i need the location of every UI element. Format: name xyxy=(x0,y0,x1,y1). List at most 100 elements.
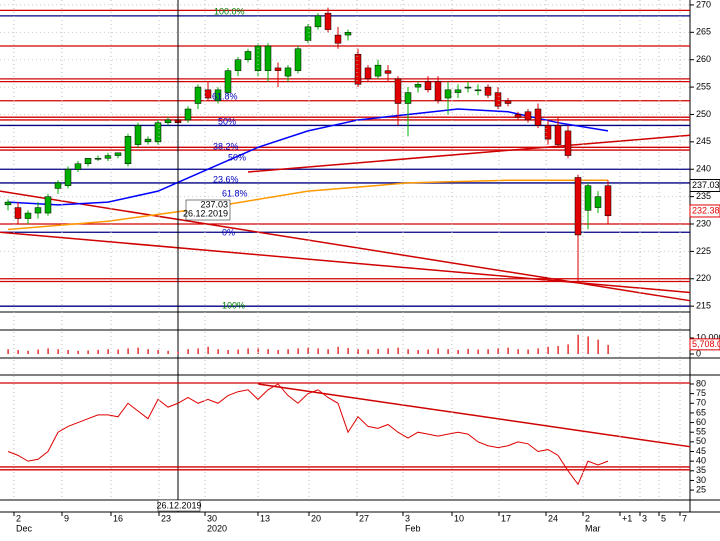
volume-bar xyxy=(107,349,109,354)
candle-body xyxy=(444,89,452,99)
candle-body xyxy=(584,185,592,211)
volume-bar xyxy=(487,349,489,354)
candle-body xyxy=(144,138,152,143)
candle-body xyxy=(594,196,602,208)
volume-bar xyxy=(347,347,349,354)
candle-body xyxy=(434,81,442,102)
candle-body xyxy=(104,155,112,159)
cursor-date-box xyxy=(157,499,201,512)
volume-bar xyxy=(517,349,519,354)
volume-bar xyxy=(357,349,359,354)
candle-body xyxy=(564,130,572,156)
x-tick-label: 23 xyxy=(161,513,171,523)
y-tick-label: 30 xyxy=(696,475,706,485)
candle-body xyxy=(424,81,432,91)
x-tick-label: 7 xyxy=(682,513,687,523)
volume-bar xyxy=(127,348,129,354)
candle-body xyxy=(504,100,512,104)
fib-label: 100% xyxy=(222,300,245,310)
fib-label: 38.2% xyxy=(213,141,239,151)
candle-body xyxy=(34,207,42,214)
x-tick-label: 9 xyxy=(64,513,69,523)
volume-bar xyxy=(557,346,559,354)
candle-body xyxy=(574,177,582,236)
y-tick-label: 260 xyxy=(696,54,711,64)
y-tick-label: 25 xyxy=(696,484,706,494)
last-value-box xyxy=(689,338,720,351)
x-tick-label: 3 xyxy=(642,513,647,523)
candle-body xyxy=(124,136,132,165)
volume-bar xyxy=(257,347,259,354)
y-tick-label: 270 xyxy=(696,0,711,9)
volume-bar xyxy=(567,344,569,354)
volume-bar xyxy=(327,349,329,354)
candle-body xyxy=(234,59,242,71)
volume-bar xyxy=(307,347,309,354)
x-month-label: Feb xyxy=(405,523,421,533)
x-tick-label: 30 xyxy=(207,513,217,523)
candle-body xyxy=(404,92,412,104)
y-tick-label: 265 xyxy=(696,27,711,37)
fib-label: 50% xyxy=(218,116,236,126)
y-tick-label: 225 xyxy=(696,246,711,256)
x-month-label: Dec xyxy=(16,523,33,533)
volume-bar xyxy=(177,351,179,354)
volume-bar xyxy=(247,348,249,354)
volume-bar xyxy=(187,349,189,354)
volume-bar xyxy=(167,350,169,354)
candle-body xyxy=(44,196,52,214)
fib-label: 61.8% xyxy=(212,91,238,101)
volume-bar xyxy=(37,349,39,354)
volume-bar xyxy=(447,349,449,354)
moving-average xyxy=(7,108,609,206)
volume-bar xyxy=(607,344,609,354)
x-tick-label: 16 xyxy=(113,513,123,523)
candle-body xyxy=(54,182,62,189)
candle-body xyxy=(464,86,472,89)
volume-bar xyxy=(117,349,119,354)
volume-bar xyxy=(137,347,139,354)
volume-bar xyxy=(547,346,549,354)
x-tick-label: 20 xyxy=(311,513,321,523)
candle-body xyxy=(294,48,302,71)
candle-body xyxy=(354,53,362,85)
candle-body xyxy=(604,185,612,217)
volume-bar xyxy=(77,350,79,354)
y-tick-label: 75 xyxy=(696,388,706,398)
candle-body xyxy=(164,119,172,123)
x-month-label: 2020 xyxy=(207,523,227,533)
candle-body xyxy=(184,108,192,121)
y-tick-label: 230 xyxy=(696,218,711,228)
x-month-label: Mar xyxy=(585,523,601,533)
y-tick-label: 80 xyxy=(696,378,706,388)
candle-body xyxy=(364,67,372,80)
volume-bar xyxy=(427,349,429,354)
x-tick-label: 3 xyxy=(405,513,410,523)
candle-body xyxy=(94,158,102,160)
candle-body xyxy=(544,125,552,140)
candle-body xyxy=(324,12,332,30)
volume-bar xyxy=(397,347,399,354)
y-tick-label: 240 xyxy=(696,164,711,174)
candle-body xyxy=(474,89,482,92)
volume-bar xyxy=(227,350,229,354)
last-value-label: 5,708.0 xyxy=(692,339,720,349)
volume-bar xyxy=(417,350,419,354)
y-tick-label: 60 xyxy=(696,417,706,427)
fib-label: 0% xyxy=(222,227,235,237)
fib-label: 100.0% xyxy=(214,6,245,16)
cursor-tooltip xyxy=(185,199,231,221)
volume-bar xyxy=(27,350,29,354)
x-tick-label: 2 xyxy=(585,513,590,523)
volume-bar xyxy=(467,348,469,354)
volume-bar xyxy=(47,348,49,354)
x-tick-label: 13 xyxy=(260,513,270,523)
candle-body xyxy=(244,51,252,60)
volume-bar xyxy=(477,349,479,354)
volume-bar xyxy=(587,336,589,354)
volume-bar xyxy=(17,350,19,354)
volume-bar xyxy=(437,348,439,354)
volume-bar xyxy=(277,350,279,354)
fib-label: 50% xyxy=(228,152,246,162)
trend-line xyxy=(0,231,691,294)
